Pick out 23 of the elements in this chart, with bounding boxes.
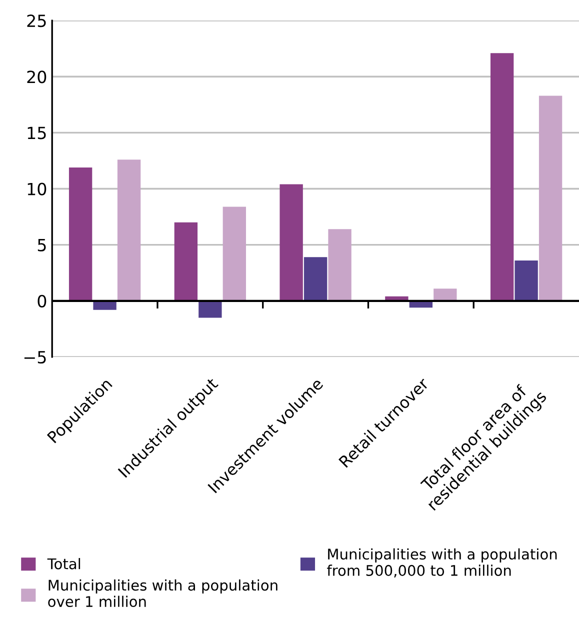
bar xyxy=(514,260,538,301)
bar xyxy=(304,257,328,301)
y-tick-label: 15 xyxy=(28,126,46,140)
bar xyxy=(434,288,457,301)
legend-label: Total xyxy=(47,558,80,570)
y-tick-label: 10 xyxy=(28,182,46,196)
bar xyxy=(280,184,303,301)
bar xyxy=(93,300,116,310)
bar xyxy=(222,206,246,301)
bar xyxy=(198,300,222,318)
y-tick-label: 20 xyxy=(27,70,46,84)
bar xyxy=(174,222,198,301)
y-tick-label: −5 xyxy=(24,351,46,364)
y-tick-label: 25 xyxy=(27,14,46,28)
bar xyxy=(68,167,92,301)
bar xyxy=(490,53,514,301)
bar xyxy=(538,96,562,301)
legend-label: Municipalities with a population from 500,000 to 1 million xyxy=(327,548,557,578)
legend-label: Municipalities with a population over 1 million xyxy=(48,579,278,608)
bar xyxy=(117,160,141,301)
y-tick-label: 5 xyxy=(38,239,46,252)
bar xyxy=(328,229,352,301)
y-tick-label: 0 xyxy=(38,294,46,308)
